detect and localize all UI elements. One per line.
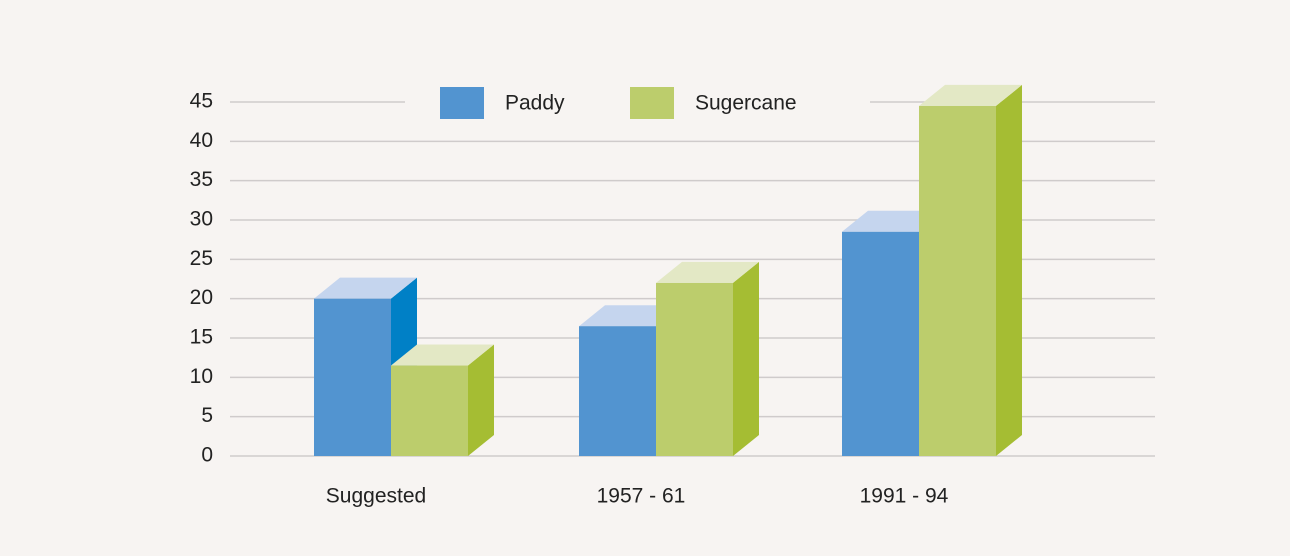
bar [919, 84, 1022, 456]
bar-side [996, 84, 1022, 456]
legend-label: Paddy [505, 92, 565, 115]
y-tick-label: 20 [190, 286, 213, 309]
bar [656, 261, 759, 456]
legend-swatch [440, 87, 484, 119]
bar-top [919, 84, 1022, 106]
legend-label: Sugercane [695, 92, 797, 115]
y-tick-label: 5 [201, 404, 213, 427]
x-tick-label: 1957 - 61 [597, 485, 686, 508]
y-tick-label: 45 [190, 90, 213, 113]
bar-side [733, 261, 759, 456]
x-tick-label: 1991 - 94 [860, 485, 949, 508]
y-tick-label: 30 [190, 208, 213, 231]
y-tick-label: 15 [190, 326, 213, 349]
bar-front [656, 282, 733, 456]
y-tick-label: 25 [190, 247, 213, 270]
bar-top [656, 261, 759, 283]
bar-front [579, 326, 656, 456]
y-tick-label: 40 [190, 129, 213, 152]
y-tick-label: 35 [190, 168, 213, 191]
legend: Paddy Sugercane [405, 82, 870, 122]
bar [391, 344, 494, 456]
bar-top [391, 344, 494, 366]
x-tick-label: Suggested [326, 485, 426, 508]
bar-front [842, 231, 919, 456]
bar-side [468, 344, 494, 456]
bar-front [919, 105, 996, 456]
y-tick-label: 10 [190, 365, 213, 388]
legend-swatch [630, 87, 674, 119]
bar-top [314, 277, 417, 299]
y-tick-label: 0 [201, 444, 213, 467]
bar-front [314, 298, 391, 456]
bar-front [391, 365, 468, 456]
